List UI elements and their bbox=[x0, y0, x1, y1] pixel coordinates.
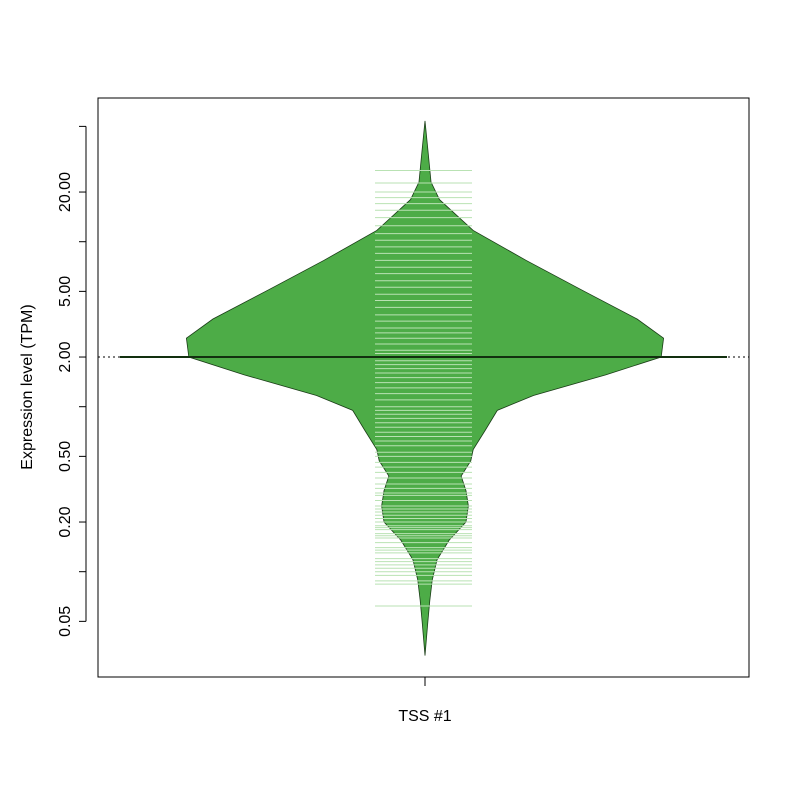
x-tick-label: TSS #1 bbox=[398, 708, 451, 725]
y-tick-label: 2.00 bbox=[57, 341, 74, 372]
y-tick-label: 5.00 bbox=[57, 276, 74, 307]
y-tick-label: 0.50 bbox=[57, 441, 74, 472]
plot-frame bbox=[97, 97, 750, 678]
y-tick-label: 0.20 bbox=[57, 506, 74, 537]
y-axis-label: Expression level (TPM) bbox=[19, 304, 36, 469]
y-tick-label: 0.05 bbox=[57, 606, 74, 637]
y-tick-label: 20.00 bbox=[57, 172, 74, 212]
